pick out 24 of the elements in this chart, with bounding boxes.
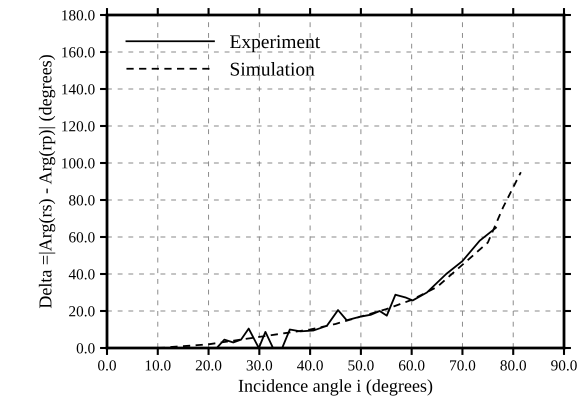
y-tick-label: 80.0 [69, 195, 95, 206]
y-tick-label: 160.0 [62, 47, 95, 58]
y-tick-label: 100.0 [62, 158, 95, 169]
x-tick-label: 30.0 [246, 360, 272, 371]
y-tick-label: 60.0 [69, 232, 95, 243]
x-tick-label: 70.0 [450, 360, 476, 371]
y-axis-title: Delta =|Arg(rs) - Arg(rp)| (degrees) [38, 55, 56, 308]
y-tick-label: 140.0 [62, 84, 95, 95]
legend-label: Experiment [230, 35, 320, 52]
y-tick-label: 20.0 [69, 306, 95, 317]
y-tick-label: 180.0 [62, 10, 95, 21]
x-tick-label: 0.0 [98, 360, 116, 371]
x-tick-label: 50.0 [348, 360, 374, 371]
x-tick-label: 40.0 [297, 360, 323, 371]
x-tick-label: 80.0 [500, 360, 526, 371]
legend-label: Simulation [230, 62, 315, 76]
x-tick-label: 10.0 [146, 360, 171, 371]
y-tick-label: 40.0 [68, 269, 95, 280]
x-tick-label: 90.0 [551, 360, 577, 371]
x-axis-title: Incidence angle i (degrees) [238, 379, 432, 396]
y-tick-label: 120.0 [62, 121, 95, 132]
y-tick-label: 0.0 [76, 343, 95, 354]
x-tick-label: 20.0 [196, 360, 222, 371]
x-tick-label: 60.0 [398, 360, 424, 371]
